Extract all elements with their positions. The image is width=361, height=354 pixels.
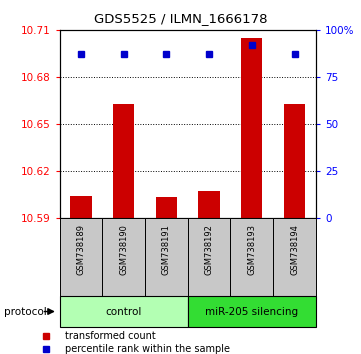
Bar [156, 198, 177, 218]
Bar [273, 218, 316, 296]
Bar [241, 38, 262, 218]
Text: GSM738190: GSM738190 [119, 224, 128, 275]
Bar [60, 218, 102, 296]
Text: control: control [105, 307, 142, 316]
Bar [188, 218, 230, 296]
Bar [102, 218, 145, 296]
Text: percentile rank within the sample: percentile rank within the sample [65, 343, 230, 354]
Text: miR-205 silencing: miR-205 silencing [205, 307, 298, 316]
Bar [145, 218, 188, 296]
Text: GSM738194: GSM738194 [290, 224, 299, 275]
Bar [230, 218, 273, 296]
Bar [199, 191, 220, 218]
Text: GSM738191: GSM738191 [162, 224, 171, 275]
Bar [113, 104, 134, 218]
Bar [188, 296, 316, 327]
Bar [60, 296, 188, 327]
Text: GSM738189: GSM738189 [77, 224, 86, 275]
Text: protocol: protocol [4, 307, 46, 316]
Text: GDS5525 / ILMN_1666178: GDS5525 / ILMN_1666178 [94, 12, 267, 25]
Bar [70, 196, 92, 218]
Bar [284, 104, 305, 218]
Text: transformed count: transformed count [65, 331, 156, 341]
Text: GSM738193: GSM738193 [247, 224, 256, 275]
Text: GSM738192: GSM738192 [205, 224, 214, 275]
